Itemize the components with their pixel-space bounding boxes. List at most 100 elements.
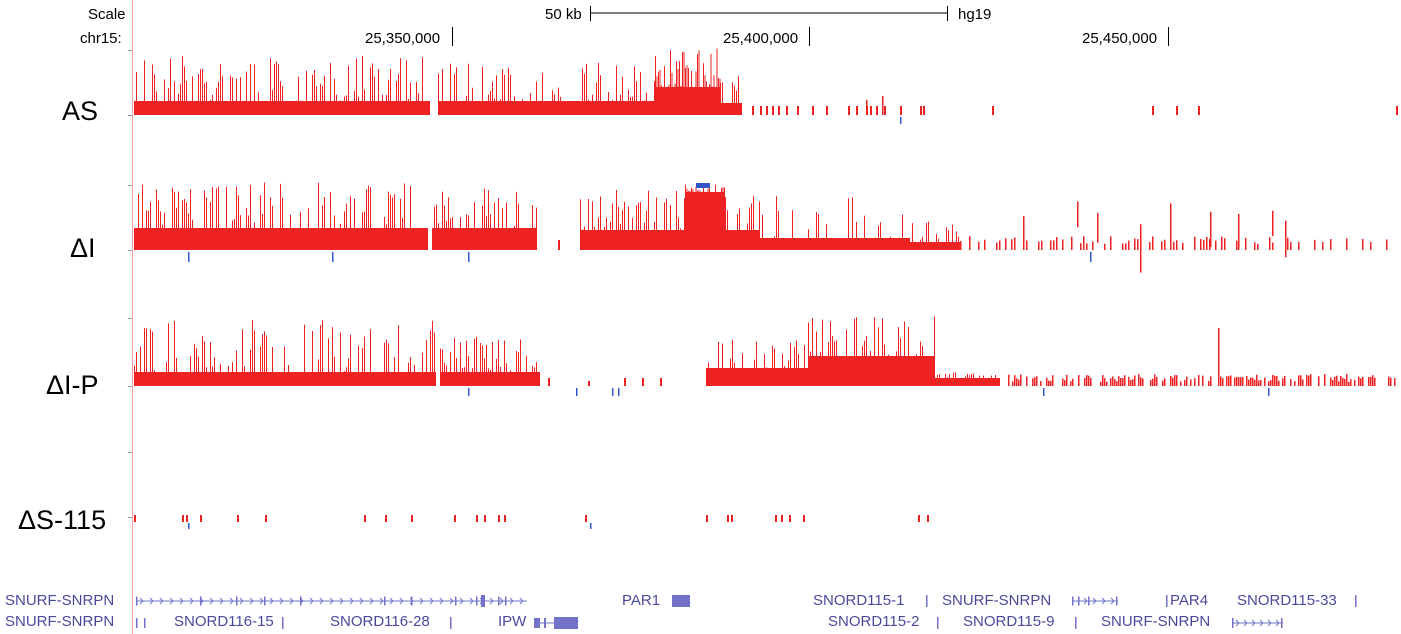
signal-spike	[464, 367, 465, 386]
gene-label-snurf-snrpn-3[interactable]: SNURF-SNRPN	[5, 613, 115, 630]
gene-label-snord115-9[interactable]: SNORD115-9	[963, 613, 1055, 630]
exon-mark[interactable]	[1088, 596, 1090, 606]
signal-spike	[832, 335, 833, 386]
exon-mark[interactable]	[300, 596, 302, 606]
signal-spike	[716, 48, 718, 115]
gene-annotations	[136, 595, 1357, 629]
exon-mark[interactable]	[144, 618, 146, 628]
signal-spike	[655, 56, 656, 115]
exon-mark[interactable]	[1281, 618, 1283, 628]
gene-label-snord116-28[interactable]: SNORD116-28	[330, 613, 430, 630]
exon-mark[interactable]	[136, 618, 138, 628]
gene-label-snord115-2[interactable]: SNORD115-2	[828, 613, 920, 630]
exon-mark[interactable]	[1078, 596, 1080, 606]
signal-mark	[548, 378, 550, 386]
gene-label-par1[interactable]: PAR1	[622, 592, 661, 609]
signal-spike	[856, 221, 857, 250]
exon-mark[interactable]	[498, 596, 500, 606]
gene-model-snord115-33[interactable]	[1355, 595, 1357, 607]
exon-mark[interactable]	[455, 596, 457, 606]
exon-mark[interactable]	[384, 596, 386, 606]
signal-spike	[210, 342, 211, 386]
exon-mark[interactable]	[264, 596, 266, 606]
gene-label-par4[interactable]: PAR4	[1170, 592, 1209, 609]
signal-spike	[364, 336, 365, 386]
signal-mark	[778, 106, 780, 115]
gene-label-snord115-1[interactable]: SNORD115-1	[813, 592, 905, 609]
signal-spike	[362, 55, 363, 115]
signal-spike	[304, 324, 305, 386]
signal-spike	[492, 81, 493, 115]
signal-spike	[1209, 238, 1211, 250]
gene-model-snord115-9[interactable]	[1075, 617, 1077, 629]
gene-model-snord115-1[interactable]	[926, 595, 928, 607]
signal-spike	[592, 94, 593, 115]
signal-mark	[237, 515, 239, 522]
signal-spike	[715, 184, 716, 250]
signal-spike	[254, 330, 255, 386]
exon-mark[interactable]	[534, 618, 540, 628]
exon-mark[interactable]	[476, 596, 478, 606]
signal-spike	[262, 334, 263, 386]
gene-label-snurf-snrpn-2[interactable]: SNURF-SNRPN	[942, 592, 1052, 609]
gene-label-snurf-snrpn-4[interactable]: SNURF-SNRPN	[1101, 613, 1211, 630]
minus-strand-mark	[618, 388, 620, 396]
gene-label-snord116-15[interactable]: SNORD116-15	[174, 613, 274, 630]
gene-model-par4[interactable]	[1166, 595, 1168, 607]
gene-model-snord116-15[interactable]	[282, 617, 284, 629]
signal-spike	[182, 200, 183, 250]
exon-mark[interactable]	[1232, 618, 1234, 628]
signal-spike	[1110, 378, 1112, 386]
signal-spike	[496, 75, 497, 115]
signal-spike	[1221, 236, 1223, 250]
exon-mark[interactable]	[544, 618, 546, 628]
minus-strand-mark	[612, 388, 614, 396]
signal-spike	[782, 353, 783, 386]
exon-mark[interactable]	[481, 595, 485, 607]
signal-spike	[1164, 239, 1166, 250]
exon-mark[interactable]	[554, 617, 578, 629]
exon-mark[interactable]	[411, 596, 413, 606]
exon-mark[interactable]	[200, 596, 202, 606]
signal-spike	[1161, 241, 1163, 250]
signal-spike	[152, 64, 153, 115]
gene-model-par1[interactable]	[672, 595, 690, 607]
signal-mark	[786, 106, 788, 115]
exon-mark[interactable]	[505, 596, 507, 606]
signal-spike	[1056, 237, 1058, 250]
signal-spike	[414, 364, 415, 386]
signal-spike	[1150, 379, 1152, 386]
exon-mark[interactable]	[1116, 596, 1118, 606]
signal-spike	[1106, 381, 1108, 386]
signal-spike	[154, 74, 155, 115]
signal-spike	[725, 196, 726, 250]
gene-label-ipw[interactable]: IPW	[498, 613, 527, 630]
signal-spike	[721, 187, 722, 250]
signal-spike	[874, 317, 875, 386]
signal-spike	[1368, 377, 1370, 386]
signal-spike	[214, 357, 215, 386]
tick-label-3: 25,450,000	[1082, 30, 1158, 47]
signal-spike	[150, 201, 151, 250]
signal-spike	[242, 329, 243, 386]
gene-label-snord115-33[interactable]: SNORD115-33	[1237, 592, 1337, 609]
gene-model-snord116-28[interactable]	[450, 617, 452, 629]
signal-spike	[880, 222, 881, 250]
gene-model-snord115-2[interactable]	[937, 617, 939, 629]
signal-spike	[624, 201, 625, 250]
gene-label-snurf-snrpn-1[interactable]: SNURF-SNRPN	[5, 592, 115, 609]
signal-spike	[1180, 381, 1182, 386]
signal-spike	[1282, 378, 1284, 386]
signal-spike	[1226, 376, 1228, 386]
signal-spike	[518, 203, 519, 250]
signal-spike	[1314, 239, 1316, 250]
strand-arrow-icon	[489, 597, 494, 605]
signal-spike	[588, 99, 589, 115]
signal-spike	[1250, 377, 1252, 386]
exon-mark[interactable]	[1072, 596, 1074, 606]
signal-spike	[1084, 377, 1086, 386]
exon-mark[interactable]	[136, 596, 138, 606]
signal-spike	[1332, 379, 1334, 386]
signal-spike	[422, 57, 423, 115]
exon-mark[interactable]	[236, 596, 238, 606]
